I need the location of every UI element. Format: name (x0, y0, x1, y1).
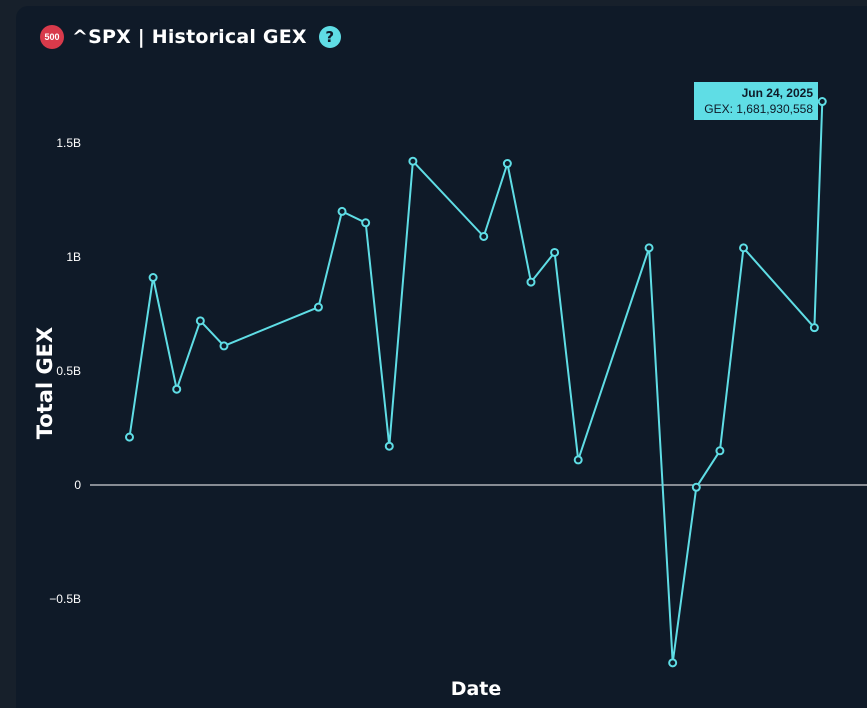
data-point[interactable] (739, 243, 749, 253)
data-point[interactable] (384, 441, 394, 451)
data-point[interactable] (479, 231, 489, 241)
x-axis-label: Date (451, 678, 502, 700)
data-point[interactable] (644, 243, 654, 253)
tooltip-date: Jun 24, 2025 (742, 86, 814, 100)
data-point[interactable] (550, 247, 560, 257)
data-point[interactable] (715, 446, 725, 456)
spx-500-badge-icon: 500 (40, 25, 64, 49)
data-point[interactable] (337, 206, 347, 216)
chart-panel (16, 6, 867, 708)
y-tick-label: 1B (66, 250, 81, 264)
data-point[interactable] (124, 432, 134, 442)
data-point[interactable] (219, 341, 229, 351)
chart-header: 500 ^SPX | Historical GEX ? (40, 22, 341, 52)
help-icon[interactable]: ? (318, 26, 341, 48)
y-tick-label: 1.5B (56, 136, 81, 150)
data-point[interactable] (502, 159, 512, 169)
series-line (128, 101, 824, 664)
data-point[interactable] (573, 455, 583, 465)
tooltip-box (694, 82, 818, 120)
y-axis-label: Total GEX (33, 327, 57, 439)
data-point[interactable] (526, 277, 536, 287)
data-point[interactable] (172, 384, 182, 394)
data-point[interactable] (148, 273, 158, 283)
y-tick-label: 0.5B (56, 364, 81, 378)
y-tick-label: 0 (74, 478, 81, 492)
data-point[interactable] (691, 482, 701, 492)
data-point[interactable] (195, 316, 205, 326)
hover-tooltip: Jun 24, 2025 GEX: 1,681,930,558 (694, 82, 818, 120)
data-point[interactable] (313, 302, 323, 312)
tooltip-value: GEX: 1,681,930,558 (704, 102, 813, 116)
data-point[interactable] (361, 218, 371, 228)
data-points (124, 97, 827, 668)
data-point[interactable] (408, 156, 418, 166)
y-axis-ticks: 1.5B 1B 0.5B 0 −0.5B (49, 136, 81, 606)
data-point[interactable] (817, 97, 827, 107)
y-tick-label: −0.5B (49, 592, 81, 606)
data-point[interactable] (668, 658, 678, 668)
page-title: ^SPX | Historical GEX (72, 26, 307, 48)
data-point[interactable] (809, 323, 819, 333)
